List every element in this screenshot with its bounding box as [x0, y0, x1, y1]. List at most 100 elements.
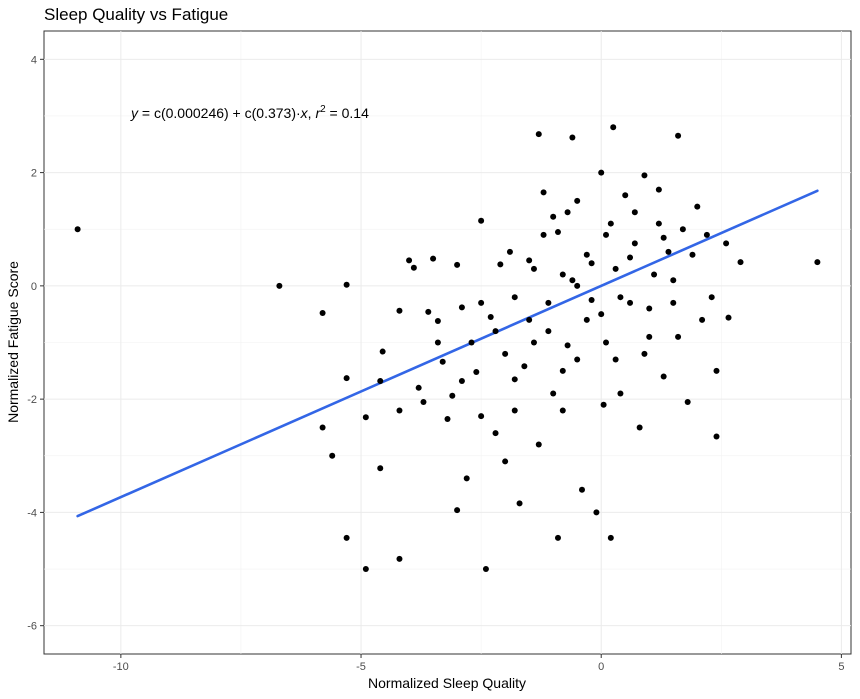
- y-tick-label: -6: [27, 621, 37, 633]
- scatter-point: [631, 240, 638, 247]
- scatter-point: [473, 368, 480, 375]
- scatter-point: [713, 433, 720, 440]
- x-tick-label: 5: [838, 661, 844, 673]
- eq-x: x: [300, 105, 309, 121]
- scatter-point: [684, 398, 691, 405]
- scatter-point: [511, 407, 518, 414]
- scatter-point: [545, 328, 552, 335]
- scatter-point: [329, 452, 336, 459]
- scatter-point: [554, 229, 561, 236]
- scatter-point: [545, 299, 552, 306]
- scatter-point: [583, 316, 590, 323]
- scatter-point: [694, 203, 701, 210]
- data-points: [74, 124, 821, 573]
- scatter-point: [699, 316, 706, 323]
- scatter-point: [651, 271, 658, 278]
- scatter-point: [535, 441, 542, 448]
- chart-title: Sleep Quality vs Fatigue: [44, 5, 228, 24]
- scatter-point: [540, 231, 547, 238]
- scatter-point: [564, 342, 571, 349]
- scatter-point: [670, 299, 677, 306]
- scatter-point: [579, 486, 585, 493]
- eq-r: r: [315, 105, 321, 121]
- scatter-point: [646, 333, 653, 340]
- scatter-point: [814, 259, 821, 266]
- scatter-point: [550, 390, 557, 397]
- eq-terms: = c(0.000246) + c(0.373)·: [138, 105, 301, 121]
- scatter-point: [703, 231, 710, 238]
- scatter-point: [641, 350, 648, 357]
- eq-y: y: [130, 105, 139, 121]
- scatter-point: [319, 310, 326, 317]
- scatter-point: [482, 566, 489, 573]
- scatter-point: [478, 217, 485, 224]
- scatter-point: [588, 297, 595, 304]
- scatter-point: [343, 281, 350, 288]
- scatter-point: [675, 333, 682, 340]
- scatter-point: [530, 339, 537, 346]
- scatter-point: [444, 415, 451, 422]
- scatter-point: [559, 367, 566, 374]
- scatter-point: [554, 534, 561, 541]
- scatter-point: [506, 248, 513, 255]
- scatter-point: [434, 317, 441, 324]
- scatter-point: [607, 534, 614, 541]
- scatter-point: [74, 226, 81, 233]
- scatter-point: [598, 311, 605, 318]
- scatter-point: [617, 390, 624, 397]
- scatter-point: [425, 308, 432, 315]
- scatter-point: [540, 189, 547, 196]
- scatter-point: [492, 430, 499, 437]
- scatter-point: [708, 294, 715, 301]
- scatter-point: [660, 234, 667, 241]
- scatter-point: [660, 373, 667, 380]
- scatter-point: [526, 316, 533, 323]
- scatter-point: [636, 424, 643, 431]
- scatter-point: [415, 384, 422, 391]
- scatter-point: [641, 172, 648, 179]
- scatter-point: [434, 339, 441, 346]
- scatter-point: [689, 251, 696, 258]
- scatter-point: [574, 356, 581, 363]
- scatter-point: [454, 507, 461, 514]
- x-axis-label: Normalized Sleep Quality: [368, 675, 526, 691]
- y-tick-label: 0: [31, 281, 37, 293]
- scatter-point: [612, 356, 619, 363]
- scatter-point: [679, 226, 686, 233]
- scatter-point: [737, 259, 744, 266]
- scatter-point: [502, 458, 509, 465]
- scatter-point: [492, 328, 499, 335]
- scatter-point: [478, 413, 485, 420]
- scatter-point: [379, 348, 386, 355]
- scatter-point: [343, 534, 350, 541]
- y-tick-label: 2: [31, 168, 37, 180]
- scatter-point: [610, 124, 617, 131]
- scatter-point: [593, 509, 600, 516]
- x-tick-label: -5: [356, 661, 366, 673]
- scatter-point: [396, 307, 403, 314]
- scatter-point: [396, 555, 403, 562]
- scatter-point: [449, 392, 456, 399]
- scatter-point: [574, 282, 581, 289]
- scatter-point: [458, 304, 465, 311]
- scatter-point: [511, 376, 518, 383]
- scatter-point: [603, 339, 610, 346]
- eq-sep: ,: [308, 105, 316, 121]
- y-axis-label: Normalized Fatigue Score: [5, 261, 21, 423]
- scatter-point: [655, 186, 662, 193]
- scatter-point: [468, 339, 475, 346]
- regression-line: [76, 189, 819, 518]
- scatter-point: [550, 213, 557, 220]
- scatter-point: [631, 209, 638, 216]
- scatter-point: [406, 257, 413, 264]
- scatter-point: [478, 299, 485, 306]
- scatter-point: [430, 255, 437, 262]
- regression-equation: y = c(0.000246) + c(0.373)·x, r2 = 0.14: [130, 104, 369, 121]
- scatter-point: [487, 314, 494, 321]
- scatter-point: [535, 131, 542, 138]
- scatter-point: [396, 407, 403, 414]
- scatter-point: [603, 231, 610, 238]
- scatter-point: [530, 265, 537, 272]
- scatter-point: [439, 358, 446, 365]
